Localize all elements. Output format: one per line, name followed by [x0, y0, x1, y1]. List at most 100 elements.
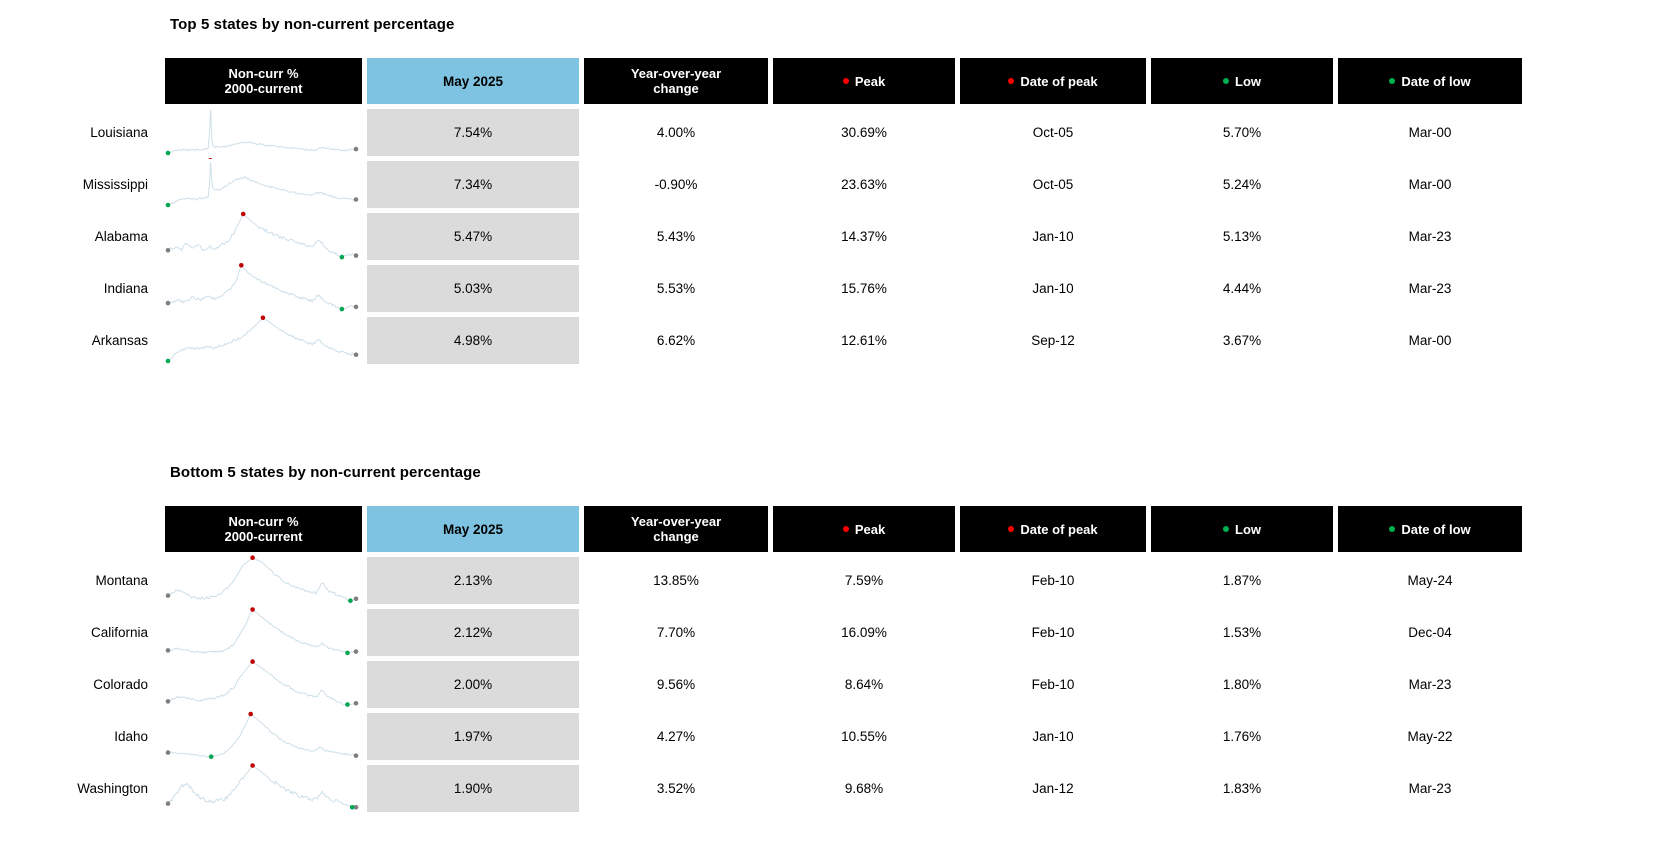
- peak-cell: 7.59%: [844, 572, 884, 588]
- may-2025-cell: 4.98%: [367, 316, 579, 364]
- spark-low-dot-icon: [165, 202, 171, 208]
- low-cell: 1.53%: [1222, 624, 1262, 640]
- yoy-cell: 7.70%: [656, 624, 696, 640]
- spark-first-dot-icon: [165, 593, 171, 598]
- peak-date-cell: Jan-10: [1032, 228, 1074, 244]
- low-date-cell: Mar-00: [1408, 176, 1452, 192]
- spark-peak-dot-icon: [260, 315, 266, 321]
- spark-last-dot-icon: [353, 649, 359, 654]
- may-2025-cell: 2.00%: [367, 660, 579, 708]
- red-dot-icon: [842, 78, 849, 84]
- low-cell: 1.80%: [1222, 676, 1262, 692]
- column-header-low: Low: [1151, 506, 1333, 552]
- spark-last-dot-icon: [353, 352, 359, 357]
- peak-date-cell: Jan-10: [1032, 280, 1074, 296]
- yoy-cell: 5.53%: [656, 280, 696, 296]
- table-row: Mississippi 7.34% -0.90% 23.63% Oct-05 5.24% M…: [0, 158, 1665, 210]
- table-row: Arkansas 4.98% 6.62% 12.61% Sep-12 3.67% Mar-0…: [0, 314, 1665, 366]
- low-date-cell: Mar-00: [1408, 124, 1452, 140]
- spark-last-dot-icon: [353, 146, 359, 152]
- low-date-cell: May-22: [1407, 728, 1453, 744]
- table-title: Bottom 5 states by non-current percentag…: [170, 464, 481, 481]
- table-title: Top 5 states by non-current percentage: [170, 16, 455, 33]
- peak-date-cell: Feb-10: [1031, 572, 1075, 588]
- green-dot-icon: [1389, 78, 1396, 84]
- state-label: Louisiana: [90, 124, 148, 140]
- sparkline-chart: [165, 314, 362, 366]
- table-row: Louisiana 7.54% 4.00% 30.69% Oct-05 5.70% Mar-…: [0, 106, 1665, 158]
- sparkline-chart: [165, 158, 362, 210]
- low-date-cell: Mar-23: [1408, 280, 1452, 296]
- low-cell: 1.83%: [1222, 780, 1262, 796]
- yoy-cell: -0.90%: [654, 176, 698, 192]
- sparkline-chart: [165, 710, 362, 762]
- spark-last-dot-icon: [353, 805, 359, 810]
- table-row: California 2.12% 7.70% 16.09% Feb-10 1.53% Dec…: [0, 606, 1665, 658]
- low-cell: 3.67%: [1222, 332, 1262, 348]
- spark-first-dot-icon: [165, 648, 171, 653]
- spark-peak-dot-icon: [208, 158, 213, 159]
- yoy-cell: 6.62%: [656, 332, 696, 348]
- peak-date-cell: Feb-10: [1031, 624, 1075, 640]
- table-rows: Montana 2.13% 13.85% 7.59% Feb-10 1.87% May-24…: [0, 554, 1665, 814]
- green-dot-icon: [1223, 526, 1229, 532]
- column-header-date-of-low: Date of low: [1338, 58, 1522, 104]
- peak-cell: 8.64%: [844, 676, 884, 692]
- spark-last-dot-icon: [353, 753, 359, 758]
- column-header-date-of-low: Date of low: [1338, 506, 1522, 552]
- state-label: Alabama: [94, 228, 148, 244]
- spark-last-dot-icon: [353, 596, 359, 602]
- red-dot-icon: [842, 526, 849, 532]
- top-states-section: Top 5 states by non-current percentage N…: [0, 0, 1665, 366]
- state-label: Colorado: [93, 676, 148, 692]
- low-date-cell: Mar-00: [1408, 332, 1452, 348]
- sparkline-chart: [165, 106, 362, 158]
- spark-last-dot-icon: [353, 197, 359, 202]
- peak-cell: 16.09%: [841, 624, 887, 640]
- state-label: Mississippi: [82, 176, 148, 192]
- yoy-cell: 13.85%: [653, 572, 699, 588]
- peak-date-cell: Jan-12: [1032, 780, 1074, 796]
- sparkline-chart: [165, 762, 362, 814]
- peak-cell: 30.69%: [841, 124, 887, 140]
- yoy-cell: 9.56%: [656, 676, 696, 692]
- state-label: Arkansas: [91, 332, 148, 348]
- spark-low-dot-icon: [165, 150, 171, 156]
- low-cell: 5.70%: [1222, 124, 1262, 140]
- table-row: Idaho 1.97% 4.27% 10.55% Jan-10 1.76% May-22: [0, 710, 1665, 762]
- sparkline-chart: [165, 210, 362, 262]
- spark-first-dot-icon: [165, 248, 171, 253]
- spark-low-dot-icon: [348, 598, 353, 603]
- low-date-cell: Mar-23: [1408, 228, 1452, 244]
- spark-low-dot-icon: [349, 805, 355, 810]
- spark-first-dot-icon: [165, 699, 171, 704]
- sparkline-chart: [165, 606, 362, 658]
- yoy-cell: 5.43%: [656, 228, 696, 244]
- low-date-cell: Mar-23: [1408, 780, 1452, 796]
- low-date-cell: Mar-23: [1408, 676, 1452, 692]
- state-label: Montana: [95, 572, 148, 588]
- peak-cell: 10.55%: [841, 728, 887, 744]
- spark-peak-dot-icon: [250, 555, 255, 560]
- spark-peak-dot-icon: [239, 263, 244, 268]
- spark-last-dot-icon: [353, 701, 359, 706]
- peak-date-cell: Feb-10: [1031, 676, 1075, 692]
- sparkline-chart: [165, 262, 362, 314]
- spark-low-dot-icon: [345, 650, 350, 656]
- table-rows: Louisiana 7.54% 4.00% 30.69% Oct-05 5.70% Mar-…: [0, 106, 1665, 366]
- red-dot-icon: [1008, 78, 1015, 84]
- low-cell: 1.76%: [1222, 728, 1262, 744]
- column-header-low: Low: [1151, 58, 1333, 104]
- low-date-cell: May-24: [1407, 572, 1453, 588]
- peak-cell: 9.68%: [844, 780, 884, 796]
- state-label: Indiana: [103, 280, 148, 296]
- column-header-may-2025: May 2025: [367, 506, 579, 552]
- spark-last-dot-icon: [353, 304, 359, 310]
- sparkline-chart: [165, 658, 362, 710]
- column-header-noncurr: Non-curr % 2000-current: [165, 506, 362, 552]
- yoy-cell: 3.52%: [656, 780, 696, 796]
- low-date-cell: Dec-04: [1408, 624, 1452, 640]
- peak-cell: 15.76%: [841, 280, 887, 296]
- state-label: California: [90, 624, 148, 640]
- spark-last-dot-icon: [353, 253, 359, 258]
